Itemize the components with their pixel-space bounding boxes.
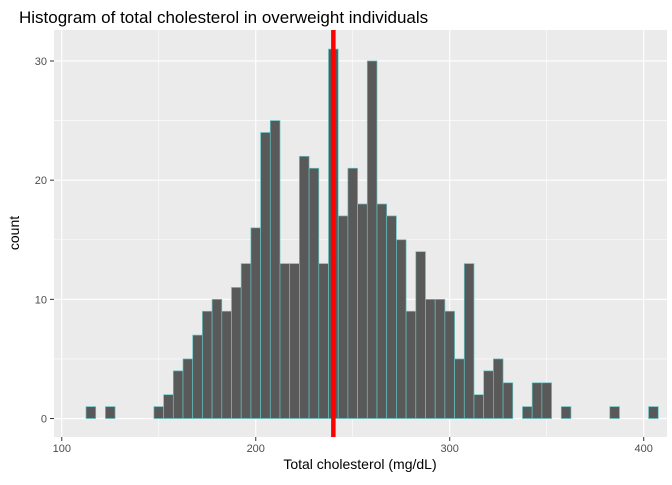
histogram-bar bbox=[396, 239, 407, 419]
histogram-bar bbox=[541, 382, 552, 419]
histogram-bar bbox=[279, 263, 291, 419]
histogram-bar bbox=[192, 334, 203, 419]
y-axis-title: count bbox=[6, 216, 22, 250]
histogram-bar bbox=[250, 227, 261, 419]
y-tick-label: 20 bbox=[35, 175, 47, 187]
histogram-bar bbox=[337, 215, 349, 419]
histogram-bar bbox=[376, 203, 388, 419]
histogram-bar bbox=[483, 370, 494, 419]
histogram-bar bbox=[105, 406, 116, 419]
histogram-bar bbox=[463, 263, 475, 419]
x-axis-ticks: 100 200 300 400 bbox=[53, 437, 653, 455]
histogram-bar bbox=[153, 406, 164, 419]
histogram-bar bbox=[211, 298, 223, 419]
x-axis-title: Total cholesterol (mg/dL) bbox=[283, 456, 436, 472]
histogram-bar bbox=[560, 406, 572, 419]
histogram-bar bbox=[425, 298, 436, 419]
histogram-bar bbox=[85, 406, 97, 419]
histogram-bar bbox=[366, 60, 378, 419]
x-tick-label: 100 bbox=[53, 443, 71, 455]
histogram-bar bbox=[308, 167, 320, 419]
y-tick-label: 30 bbox=[35, 56, 47, 68]
histogram-bar bbox=[502, 382, 514, 419]
histogram-bar bbox=[221, 310, 232, 419]
histogram-bar bbox=[531, 382, 543, 419]
histogram-bar bbox=[318, 263, 329, 419]
histogram-bar bbox=[386, 215, 397, 419]
histogram-bar bbox=[609, 406, 620, 419]
x-tick-label: 300 bbox=[441, 443, 459, 455]
histogram-bar bbox=[163, 394, 174, 419]
histogram-bar bbox=[522, 406, 533, 419]
histogram-bar bbox=[299, 155, 310, 419]
histogram-bar bbox=[182, 358, 194, 419]
histogram-bar bbox=[444, 310, 455, 419]
histogram-bar bbox=[347, 167, 358, 419]
histogram-bar bbox=[240, 263, 252, 419]
histogram-bar bbox=[289, 263, 300, 419]
histogram-bar bbox=[415, 251, 426, 419]
x-tick-label: 200 bbox=[247, 443, 265, 455]
y-tick-label: 10 bbox=[35, 294, 47, 306]
chart-title: Histogram of total cholesterol in overwe… bbox=[19, 8, 428, 27]
histogram-bar bbox=[172, 370, 184, 419]
histogram-bar bbox=[260, 132, 271, 419]
histogram-bar bbox=[357, 203, 368, 419]
histogram-bar bbox=[454, 358, 465, 419]
y-axis-ticks: 0 10 20 30 bbox=[35, 56, 54, 426]
histogram-bar bbox=[493, 358, 504, 419]
histogram-bar bbox=[405, 310, 417, 419]
histogram-bar bbox=[434, 298, 446, 419]
x-tick-label: 400 bbox=[635, 443, 653, 455]
histogram-bar bbox=[473, 394, 485, 419]
y-tick-label: 0 bbox=[41, 414, 47, 426]
histogram-bar bbox=[202, 310, 213, 419]
histogram-bar bbox=[648, 406, 659, 419]
histogram-bar bbox=[269, 120, 281, 419]
histogram-bar bbox=[231, 287, 242, 419]
